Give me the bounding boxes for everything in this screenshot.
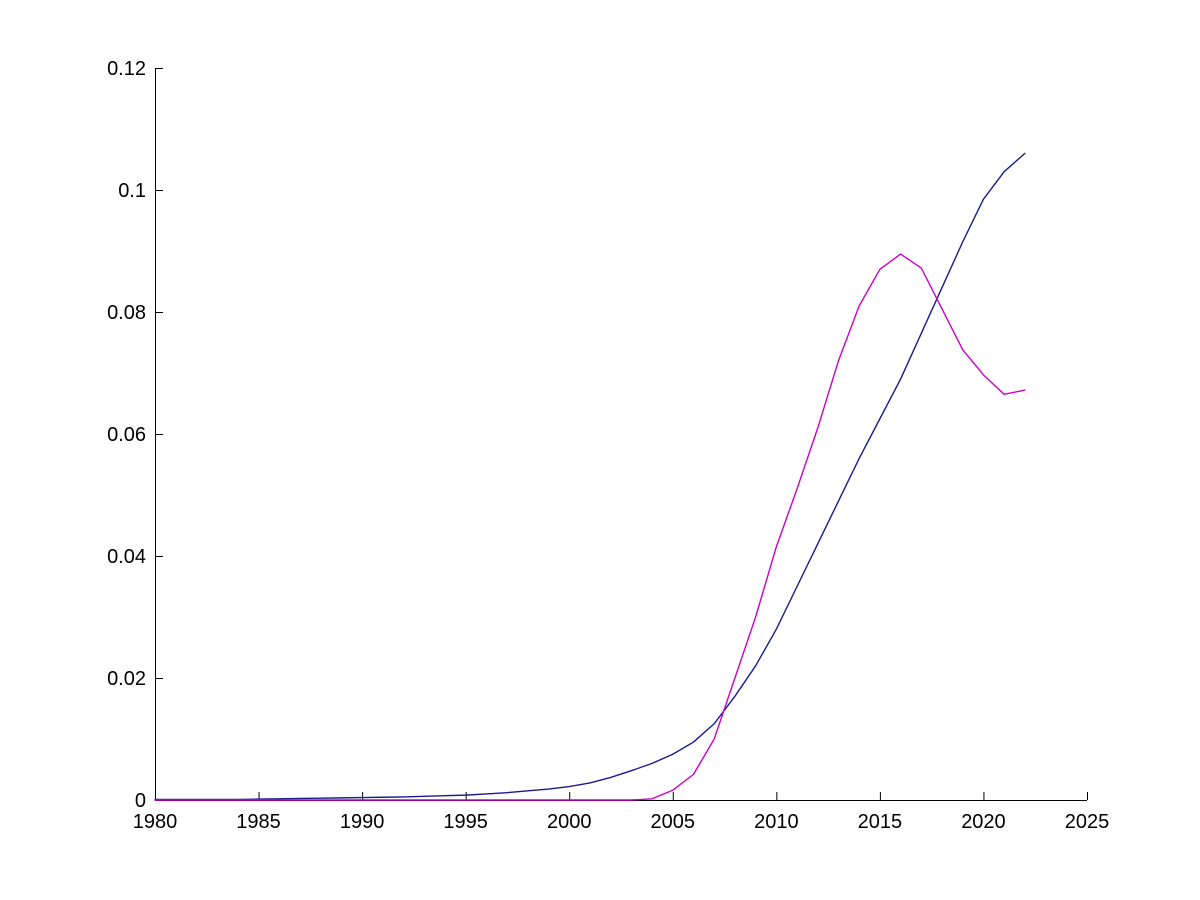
x-tick-label: 1990 — [340, 811, 385, 833]
x-tick-label: 2005 — [651, 811, 696, 833]
y-tick-label: 0.02 — [107, 668, 146, 690]
x-tick-label: 2000 — [547, 811, 592, 833]
y-tick-label: 0.1 — [118, 180, 146, 202]
y-tick-label: 0.12 — [107, 58, 146, 80]
x-tick-label: 1995 — [443, 811, 488, 833]
x-tick-label: 2020 — [961, 811, 1006, 833]
y-axis-ticks: 0 0.02 0.04 0.06 0.08 0.1 0.12 — [107, 58, 163, 812]
dark-blue-line — [154, 152, 1026, 801]
x-tick-label: 2010 — [754, 811, 799, 833]
x-tick-label: 2025 — [1065, 811, 1110, 833]
magenta-line — [154, 253, 1026, 801]
y-tick-label: 0 — [135, 790, 146, 812]
y-tick-label: 0.08 — [107, 302, 146, 324]
y-tick-label: 0.06 — [107, 424, 146, 446]
x-tick-label: 1980 — [133, 811, 178, 833]
x-tick-label: 1985 — [236, 811, 281, 833]
y-tick-label: 0.04 — [107, 546, 146, 568]
x-axis-ticks: 1980 1985 1990 1995 2000 2005 2010 2015 2020 2025 — [133, 792, 1110, 833]
x-tick-label: 2015 — [858, 811, 903, 833]
